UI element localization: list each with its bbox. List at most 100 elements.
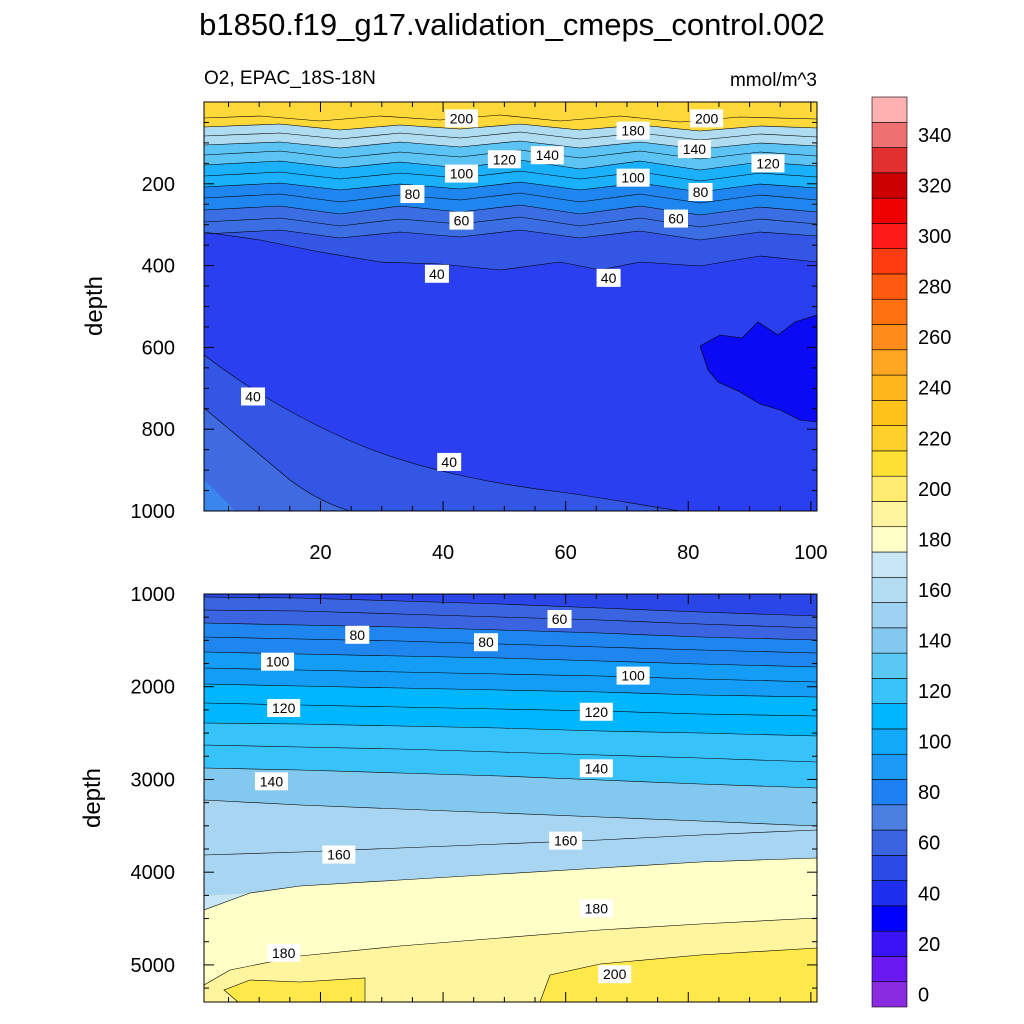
upper-contour-labels: 200 180 200 140 120 140 120 100 100 80 80 60 60 40 40 4… bbox=[241, 109, 785, 471]
upper-contour-label: 180 bbox=[616, 121, 650, 140]
colorbar-swatch bbox=[871, 956, 908, 983]
upper-contour-label: 40 bbox=[424, 264, 449, 283]
upper-band-160-180 bbox=[204, 124, 817, 149]
lower-contour-label-box bbox=[267, 943, 301, 962]
lower-contour-label-text: 180 bbox=[585, 900, 609, 916]
colorbar-swatch bbox=[871, 526, 908, 553]
upper-panel: 200 180 200 140 120 140 120 100 100 80 80 60 60 40 40 4… bbox=[81, 101, 828, 564]
upper-contour-label-box bbox=[437, 452, 462, 471]
upper-contour-label-box bbox=[677, 140, 711, 159]
lower-contour-label: 200 bbox=[598, 965, 632, 984]
colorbar-swatch bbox=[871, 324, 908, 351]
upper-contour-label: 80 bbox=[688, 182, 713, 201]
colorbar-swatch bbox=[871, 905, 908, 932]
upper-deep-band-corner bbox=[204, 480, 235, 511]
lower-contour-label: 140 bbox=[254, 772, 288, 791]
lower-contour-label-text: 60 bbox=[552, 611, 568, 627]
lower-contour-label: 180 bbox=[579, 899, 613, 918]
lower-contour-label: 100 bbox=[261, 652, 295, 671]
colorbar-swatch bbox=[871, 172, 908, 199]
upper-ytick-label: 800 bbox=[142, 419, 175, 441]
lower-contour-label-text: 100 bbox=[621, 668, 645, 684]
lower-band-180-190 bbox=[204, 918, 817, 1002]
lower-ytick-label: 4000 bbox=[131, 862, 176, 884]
colorbar-swatch bbox=[871, 475, 908, 502]
lower-ytick-label: 3000 bbox=[131, 769, 176, 791]
upper-contour-label-text: 40 bbox=[429, 266, 445, 282]
colorbar-swatch bbox=[871, 425, 908, 452]
upper-contour-label-box bbox=[664, 209, 689, 228]
upper-contour-label: 200 bbox=[690, 109, 724, 128]
upper-xtick-label: 40 bbox=[432, 542, 454, 564]
upper-contour-label-text: 120 bbox=[493, 151, 517, 167]
colorbar-swatch bbox=[871, 829, 908, 856]
colorbar-swatch bbox=[871, 627, 908, 654]
upper-contour-label-text: 200 bbox=[450, 110, 474, 126]
upper-contour-label-text: 40 bbox=[245, 388, 261, 404]
upper-contour-label-box bbox=[616, 168, 650, 187]
colorbar-swatch bbox=[871, 728, 908, 755]
lower-contour-label-box bbox=[261, 652, 295, 671]
upper-contour-label-box bbox=[444, 164, 478, 183]
lower-contour-label: 80 bbox=[345, 625, 370, 644]
colorbar-label: 320 bbox=[918, 175, 951, 197]
upper-ytick-label: 200 bbox=[142, 174, 175, 196]
upper-contour-label: 40 bbox=[596, 268, 621, 287]
upper-contour-label: 40 bbox=[241, 387, 266, 406]
lower-contour-label-box bbox=[579, 759, 613, 778]
lower-contour-label-box bbox=[267, 699, 301, 718]
upper-band-100-120 bbox=[204, 160, 817, 192]
lower-contour-label: 120 bbox=[579, 702, 613, 721]
lower-axis-ticks: 1000 2000 3000 4000 5000 bbox=[131, 584, 817, 1002]
colorbar-swatch bbox=[871, 652, 908, 679]
colorbar-swatch bbox=[871, 930, 908, 957]
colorbar-swatch bbox=[871, 804, 908, 831]
lower-contour-label-text: 140 bbox=[260, 773, 284, 789]
lower-contour-label-box bbox=[579, 702, 613, 721]
lower-contour-label-text: 80 bbox=[478, 634, 494, 650]
colorbar-label: 80 bbox=[918, 782, 940, 804]
upper-contour-label-box bbox=[444, 109, 478, 128]
upper-contour-label-box bbox=[424, 264, 449, 283]
lower-ytick-label: 5000 bbox=[131, 955, 176, 977]
upper-contour-label-text: 80 bbox=[405, 186, 421, 202]
lower-contour-label-box bbox=[473, 633, 498, 652]
colorbar-label: 220 bbox=[918, 428, 951, 450]
upper-contour-label-box bbox=[688, 182, 713, 201]
colorbar-swatch bbox=[871, 374, 908, 401]
lower-band-140-150 bbox=[204, 768, 817, 826]
lower-contour-label-text: 200 bbox=[603, 966, 627, 982]
upper-ylabel: depth bbox=[81, 276, 108, 336]
colorbar-swatch bbox=[871, 501, 908, 528]
colorbar-swatch bbox=[871, 400, 908, 426]
lower-contour-label-text: 120 bbox=[272, 700, 296, 716]
upper-contour-label: 100 bbox=[444, 164, 478, 183]
colorbar-swatch bbox=[871, 678, 908, 704]
lower-contour-label-box bbox=[345, 625, 370, 644]
lower-band-120-130 bbox=[204, 684, 817, 736]
colorbar-swatch bbox=[871, 981, 908, 1008]
upper-contour-label-box bbox=[616, 121, 650, 140]
upper-contour-label-text: 100 bbox=[450, 166, 474, 182]
lower-contour-label: 120 bbox=[267, 699, 301, 718]
lower-contour-label: 60 bbox=[547, 610, 572, 629]
colorbar-label: 0 bbox=[918, 984, 929, 1006]
lower-contour-label: 180 bbox=[267, 943, 301, 962]
upper-xtick-label: 100 bbox=[794, 542, 827, 564]
lower-band-170-180 bbox=[204, 858, 817, 985]
chart-title: b1850.f19_g17.validation_cmeps_control.0… bbox=[199, 7, 825, 42]
upper-contour-label: 140 bbox=[530, 146, 564, 165]
upper-contour-label-text: 40 bbox=[441, 454, 457, 470]
upper-contour-label-box bbox=[400, 185, 425, 204]
colorbar-label: 40 bbox=[918, 883, 940, 905]
upper-axis-ticks: 20 40 60 80 100 200 400 600 800 1000 bbox=[131, 102, 828, 564]
lower-contour-label-box bbox=[616, 666, 650, 685]
colorbar-label: 240 bbox=[918, 378, 951, 400]
variable-label: O2, EPAC_18S-18N bbox=[204, 68, 376, 89]
colorbar-label: 280 bbox=[918, 277, 951, 299]
lower-contour-labels: 60 80 80 100 100 120 120 140 140 160 160 180 180 200 bbox=[254, 610, 650, 984]
upper-contour-label-box bbox=[690, 109, 724, 128]
colorbar-swatch bbox=[871, 248, 908, 275]
colorbar-swatch bbox=[871, 753, 908, 780]
